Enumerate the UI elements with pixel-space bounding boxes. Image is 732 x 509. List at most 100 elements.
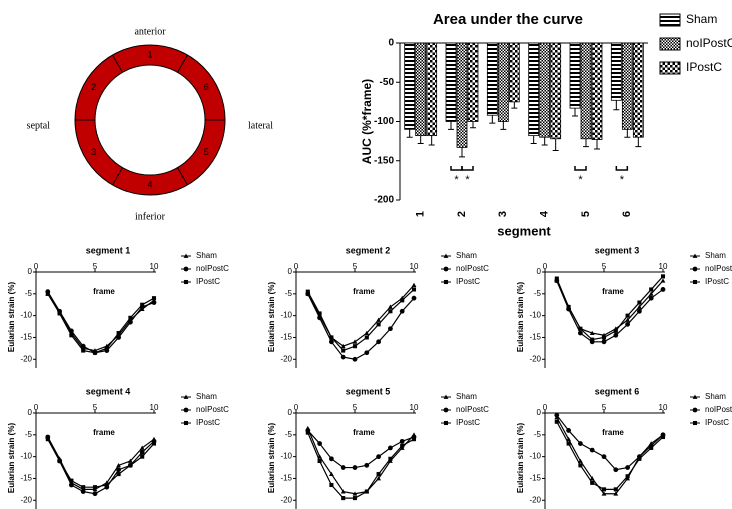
data-point [660,287,666,292]
data-point [116,331,121,336]
legend-marker [183,420,189,426]
legend-marker [692,420,698,426]
y-tick-label: 0 [28,267,33,276]
data-point [317,458,322,464]
data-point [566,436,571,442]
data-point [80,343,86,349]
y-tick-label: 0 [288,267,293,276]
data-point [554,419,559,424]
segment-label: 4 [147,179,152,189]
y-tick-label: -10 [529,311,541,320]
y-tick-label: 0 [388,38,394,49]
legend-marker [443,420,449,426]
data-point [601,335,607,340]
bar [456,42,468,148]
data-point [400,298,405,303]
bar [486,42,498,116]
bar [610,42,622,101]
data-point [613,467,619,473]
y-tick-label: -150 [374,155,394,166]
x-tick-label: 5 [353,262,358,271]
data-point [151,300,157,305]
data-point [411,287,417,292]
legend-label: IPostC [686,60,722,74]
segment-label: 1 [147,49,152,59]
data-point [352,491,358,496]
data-point [364,462,370,468]
data-point [625,321,630,327]
data-point [625,313,630,318]
series-line [556,417,664,495]
data-point [590,480,595,485]
annotation: * [578,174,583,186]
significance-bracket [461,166,474,171]
series-line [556,275,664,341]
data-point [601,491,607,496]
bar [539,42,551,138]
series-line [556,421,664,490]
data-point [625,317,630,322]
data-point [589,447,595,453]
data-point [352,356,358,362]
data-point [127,319,133,325]
x-tick-label: 0 [34,403,39,412]
data-point [317,441,322,446]
data-point [601,487,607,492]
data-point [660,434,666,440]
data-point [388,456,393,461]
x-tick-label: 6 [621,211,633,217]
bar [445,42,457,122]
y-axis-label: Eularian strain (%) [7,423,16,494]
legend-marker [692,253,698,258]
data-point [376,339,381,345]
significance-bracket [450,166,463,171]
legend-marker [183,394,189,399]
series-line [307,430,415,469]
data-point [411,295,417,301]
x-tick-label: 0 [294,403,299,412]
legend-marker [692,266,698,272]
data-point [352,496,358,501]
legend-marker [692,279,698,285]
data-point [329,482,334,488]
data-point [578,441,583,446]
data-point [625,474,630,479]
bar [415,42,427,137]
legend-label: Sham [196,251,217,260]
legend-label: Sham [456,251,477,260]
series-line [307,428,415,495]
bar [508,42,520,103]
y-tick-label: 0 [537,267,542,276]
segment-divider [177,54,188,73]
data-point [57,311,62,316]
x-tick-label: 0 [543,403,548,412]
data-point [613,332,619,338]
data-point [648,291,654,296]
series-line [556,280,664,343]
y-tick-label: -5 [25,430,33,439]
segment-label: 3 [91,147,96,157]
data-point [92,350,98,355]
x-tick-label: 10 [150,262,159,271]
y-axis-label: Eularian strain (%) [7,282,16,353]
y-tick-label: -15 [20,474,32,483]
y-tick-label: -15 [529,474,541,483]
legend-marker [443,407,449,413]
y-tick-label: -5 [285,430,293,439]
data-point [649,287,654,292]
data-point [388,304,393,309]
x-axis-label: segment [497,223,551,238]
y-tick-label: -10 [280,452,292,461]
legend-label: IPostC [705,418,729,427]
series-line [47,293,155,354]
orientation-label: inferior [135,211,166,222]
data-point [578,326,583,331]
bar [467,42,479,122]
bar [497,42,509,122]
data-point [625,465,630,470]
data-point [649,445,654,450]
x-tick-label: 5 [353,403,358,412]
data-point [340,343,346,349]
legend-marker [183,253,189,258]
